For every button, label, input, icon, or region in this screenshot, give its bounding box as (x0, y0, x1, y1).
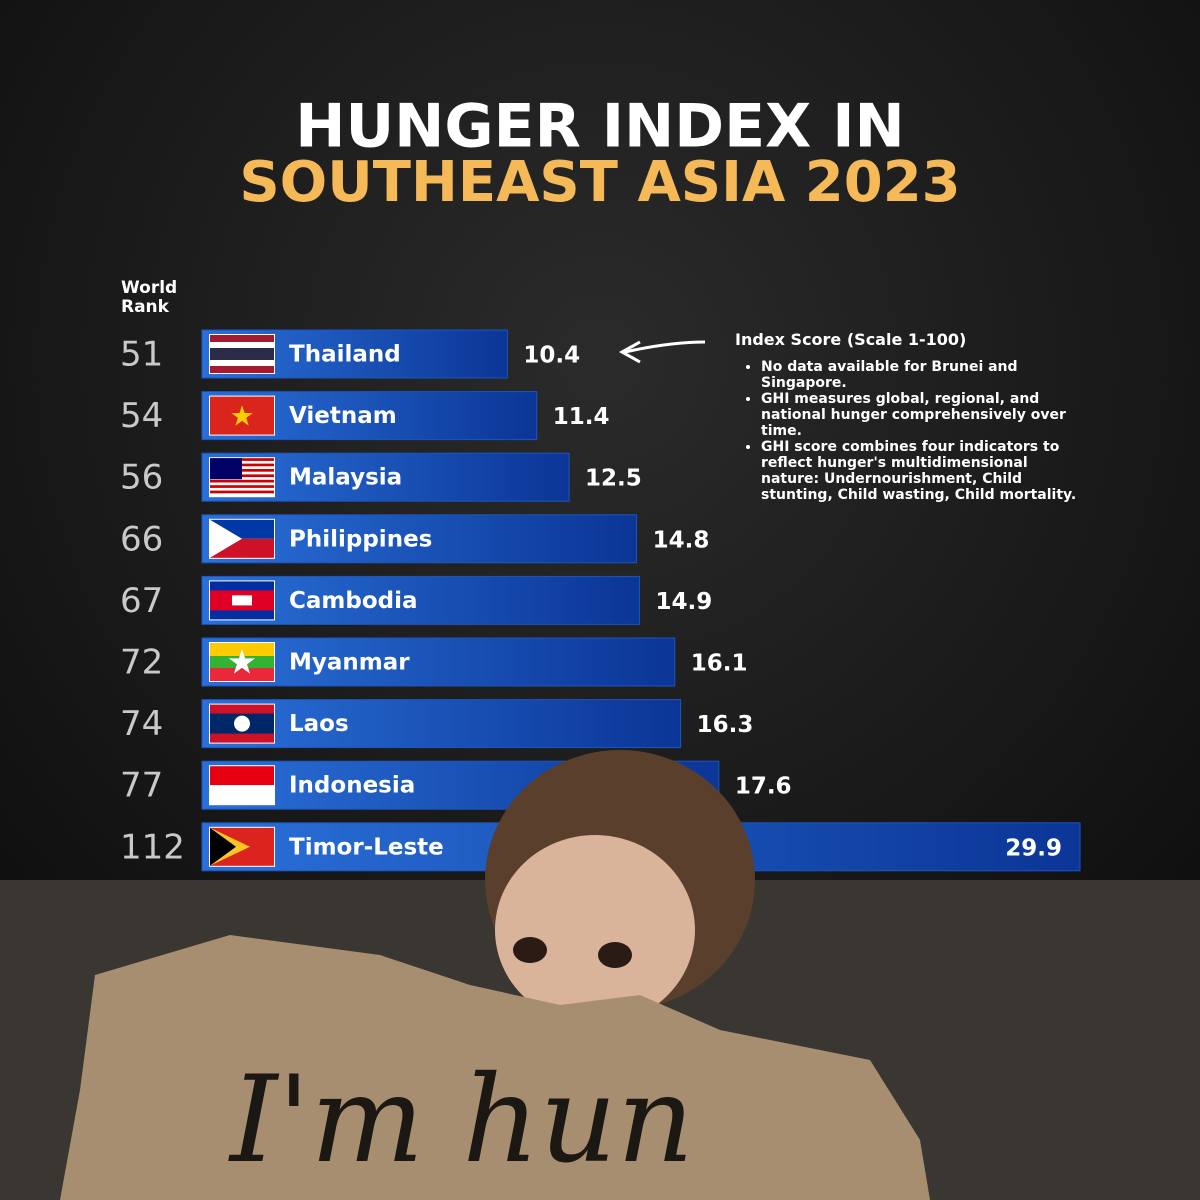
rank-label: 51 (120, 335, 163, 375)
flag (210, 490, 274, 494)
annotation-note: No data available for Brunei and Singapo… (761, 359, 1080, 391)
value-label: 17.6 (735, 774, 792, 800)
annotation-note: GHI measures global, regional, and natio… (761, 391, 1080, 439)
flag (210, 668, 274, 681)
chart-title: HUNGER INDEX IN (295, 92, 905, 162)
annotation-title: Index Score (Scale 1-100) (735, 330, 967, 349)
rank-label: 67 (120, 581, 163, 621)
value-label: 11.4 (553, 404, 610, 430)
child-face (495, 835, 695, 1025)
value-label: 14.9 (656, 589, 713, 615)
bar (201, 699, 682, 749)
flag (210, 366, 274, 373)
rank-label: 56 (120, 458, 163, 498)
bar (201, 637, 676, 687)
value-label: 16.1 (691, 651, 748, 677)
annotation-arrow (618, 340, 706, 364)
flag (210, 396, 274, 435)
flag (210, 656, 274, 669)
category-label: Philippines (289, 526, 432, 552)
flag (210, 360, 274, 366)
flag-star: ★ (229, 400, 254, 433)
rank-label: 112 (120, 827, 185, 867)
category-label: Indonesia (289, 773, 415, 799)
category-label: Thailand (289, 342, 401, 368)
value-label: 12.5 (585, 466, 642, 492)
child-eye (513, 937, 547, 963)
rank-label: 66 (120, 519, 163, 559)
annotation: Index Score (Scale 1-100) No data availa… (735, 330, 1080, 503)
flag (210, 785, 274, 805)
flag (210, 766, 274, 786)
flag (210, 485, 274, 488)
value-label: 16.3 (697, 712, 754, 738)
chart-subtitle: SOUTHEAST ASIA 2023 (239, 150, 960, 215)
flag (210, 519, 242, 558)
child-eye (598, 942, 632, 968)
category-label: Vietnam (289, 403, 397, 429)
category-label: Cambodia (289, 588, 418, 614)
annotation-notes: No data available for Brunei and Singapo… (735, 359, 1080, 503)
flag (210, 643, 274, 656)
category-label: Myanmar (289, 650, 410, 676)
sign-text: I'm hun (228, 1051, 694, 1190)
cardboard-sign (60, 935, 930, 1200)
flag (210, 342, 274, 348)
value-label: 29.9 (1005, 835, 1062, 861)
category-label: Timor-Leste (289, 834, 444, 860)
rank-label: 77 (120, 766, 163, 806)
rank-label: 72 (120, 643, 163, 683)
flag (232, 595, 252, 606)
flag (210, 348, 274, 360)
rank-label: 74 (120, 704, 163, 744)
flag (210, 479, 274, 483)
annotation-note: GHI score combines four indicators to re… (761, 439, 1080, 503)
rank-label: 54 (120, 396, 163, 436)
category-label: Malaysia (289, 465, 402, 491)
rank-header: World Rank (121, 278, 178, 317)
value-label: 14.8 (653, 527, 710, 553)
value-label: 10.4 (523, 343, 580, 369)
flag (210, 458, 242, 480)
flag-star: ★ (227, 643, 257, 683)
flag (210, 827, 236, 866)
flag (234, 715, 250, 732)
flag (210, 335, 274, 342)
category-label: Laos (289, 711, 349, 737)
